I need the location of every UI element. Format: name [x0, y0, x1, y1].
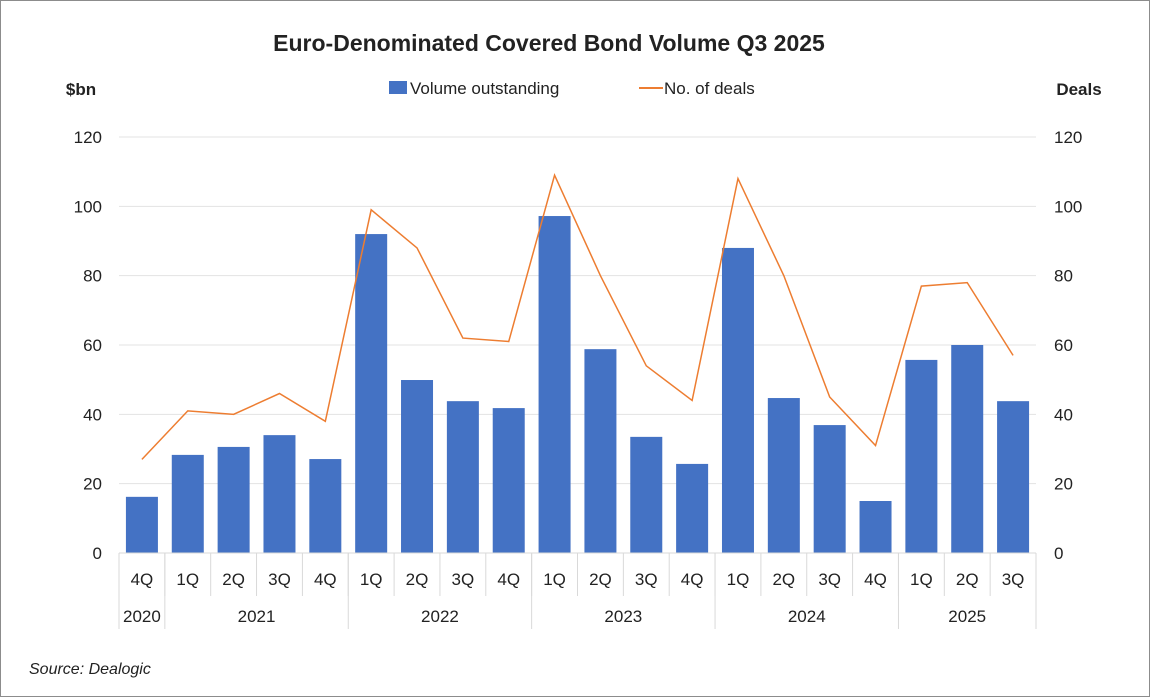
legend-bar-label: Volume outstanding [410, 79, 559, 98]
category-label: 3Q [268, 570, 291, 589]
category-label: 1Q [360, 570, 383, 589]
category-label: 2Q [406, 570, 429, 589]
bar [997, 401, 1029, 553]
right-tick-label: 20 [1054, 475, 1073, 494]
year-label: 2025 [948, 607, 986, 626]
bar [493, 408, 525, 553]
bar [630, 437, 662, 553]
category-label: 1Q [176, 570, 199, 589]
category-label: 1Q [727, 570, 750, 589]
left-tick-label: 40 [83, 405, 102, 424]
bar [126, 497, 158, 553]
bar [401, 380, 433, 553]
year-label: 2022 [421, 607, 459, 626]
category-label: 2Q [589, 570, 612, 589]
category-label: 2Q [956, 570, 979, 589]
year-label: 2024 [788, 607, 826, 626]
category-label: 2Q [222, 570, 245, 589]
right-tick-label: 0 [1054, 544, 1063, 563]
category-label: 3Q [635, 570, 658, 589]
right-tick-label: 80 [1054, 267, 1073, 286]
left-tick-label: 20 [83, 475, 102, 494]
category-label: 4Q [131, 570, 154, 589]
bar [676, 464, 708, 553]
category-label: 4Q [497, 570, 520, 589]
bar [768, 398, 800, 553]
right-tick-label: 120 [1054, 128, 1082, 147]
year-label: 2021 [238, 607, 276, 626]
bar [539, 216, 571, 553]
bar [584, 349, 616, 553]
bar [722, 248, 754, 553]
right-tick-label: 60 [1054, 336, 1073, 355]
bar [905, 360, 937, 553]
deals-line [142, 175, 1013, 459]
category-label: 3Q [818, 570, 841, 589]
category-label: 3Q [1002, 570, 1025, 589]
year-label: 2020 [123, 607, 161, 626]
bar [447, 401, 479, 553]
left-tick-label: 80 [83, 267, 102, 286]
bar [860, 501, 892, 553]
category-label: 1Q [543, 570, 566, 589]
left-tick-label: 120 [74, 128, 102, 147]
bar [218, 447, 250, 553]
category-label: 4Q [681, 570, 704, 589]
category-label: 4Q [314, 570, 337, 589]
left-tick-label: 100 [74, 197, 102, 216]
legend-line-label: No. of deals [664, 79, 755, 98]
legend-bar-swatch [389, 81, 407, 94]
right-axis-label: Deals [1056, 80, 1101, 99]
bar [951, 345, 983, 553]
bar [309, 459, 341, 553]
source-note: Source: Dealogic [29, 661, 151, 678]
right-tick-label: 40 [1054, 405, 1073, 424]
category-label: 2Q [772, 570, 795, 589]
category-label: 1Q [910, 570, 933, 589]
bar [263, 435, 295, 553]
category-label: 4Q [864, 570, 887, 589]
year-label: 2023 [604, 607, 642, 626]
bar [355, 234, 387, 553]
left-axis-label: $bn [66, 80, 96, 99]
chart-title: Euro-Denominated Covered Bond Volume Q3 … [273, 30, 825, 56]
right-tick-label: 100 [1054, 197, 1082, 216]
left-tick-label: 0 [93, 544, 102, 563]
bar [814, 425, 846, 553]
left-tick-label: 60 [83, 336, 102, 355]
bar [172, 455, 204, 553]
category-label: 3Q [452, 570, 475, 589]
